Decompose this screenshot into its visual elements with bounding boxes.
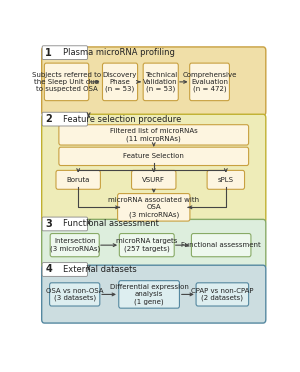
FancyBboxPatch shape: [191, 234, 251, 257]
Text: Differential expression
analysis
(1 gene): Differential expression analysis (1 gene…: [110, 284, 188, 305]
FancyBboxPatch shape: [207, 170, 244, 189]
FancyBboxPatch shape: [119, 280, 179, 308]
Text: Plasma microRNA profiling: Plasma microRNA profiling: [63, 48, 175, 57]
Text: OSA vs non-OSA
(3 datasets): OSA vs non-OSA (3 datasets): [46, 288, 104, 301]
Text: Discovery
Phase
(n = 53): Discovery Phase (n = 53): [103, 72, 137, 92]
FancyBboxPatch shape: [50, 234, 99, 257]
Text: Filtered list of microRNAs
(11 microRNAs): Filtered list of microRNAs (11 microRNAs…: [110, 128, 198, 142]
FancyBboxPatch shape: [42, 217, 88, 231]
Text: Intersection
(3 microRNAs): Intersection (3 microRNAs): [50, 238, 100, 252]
Text: Technical
Validation
(n = 53): Technical Validation (n = 53): [143, 72, 178, 92]
Text: 1: 1: [45, 48, 52, 58]
FancyBboxPatch shape: [59, 125, 249, 145]
Text: CPAP vs non-CPAP
(2 datasets): CPAP vs non-CPAP (2 datasets): [191, 288, 254, 301]
FancyBboxPatch shape: [42, 219, 266, 269]
Text: Feature Selection: Feature Selection: [123, 153, 184, 159]
FancyBboxPatch shape: [42, 112, 88, 126]
Text: 2: 2: [45, 114, 52, 124]
Text: sPLS: sPLS: [218, 177, 234, 183]
FancyBboxPatch shape: [44, 63, 89, 101]
FancyBboxPatch shape: [42, 263, 88, 276]
Text: Feature selection procedure: Feature selection procedure: [63, 115, 182, 124]
FancyBboxPatch shape: [42, 265, 266, 323]
FancyBboxPatch shape: [42, 47, 266, 115]
Text: Functional assessment: Functional assessment: [181, 242, 261, 248]
Text: Functional assessment: Functional assessment: [63, 219, 159, 228]
FancyBboxPatch shape: [50, 283, 100, 306]
FancyBboxPatch shape: [59, 147, 249, 166]
Text: microRNA associated with
OSA
(3 microRNAs): microRNA associated with OSA (3 microRNA…: [108, 197, 199, 218]
Text: microRNA targets
(257 targets): microRNA targets (257 targets): [116, 238, 178, 252]
Text: Comprehensive
Evaluation
(n = 472): Comprehensive Evaluation (n = 472): [182, 72, 237, 92]
FancyBboxPatch shape: [103, 63, 138, 101]
FancyBboxPatch shape: [42, 46, 88, 60]
FancyBboxPatch shape: [56, 170, 100, 189]
FancyBboxPatch shape: [42, 114, 266, 223]
Text: External datasets: External datasets: [63, 265, 137, 274]
FancyBboxPatch shape: [118, 193, 190, 221]
Text: Boruta: Boruta: [67, 177, 90, 183]
FancyBboxPatch shape: [131, 170, 176, 189]
Text: 3: 3: [45, 219, 52, 229]
Text: 4: 4: [45, 264, 52, 275]
Text: Subjects referred to
the Sleep Unit due
to suspected OSA: Subjects referred to the Sleep Unit due …: [32, 72, 101, 92]
FancyBboxPatch shape: [119, 234, 174, 257]
FancyBboxPatch shape: [143, 63, 178, 101]
FancyBboxPatch shape: [190, 63, 230, 101]
FancyBboxPatch shape: [196, 283, 249, 306]
Text: VSURF: VSURF: [142, 177, 165, 183]
